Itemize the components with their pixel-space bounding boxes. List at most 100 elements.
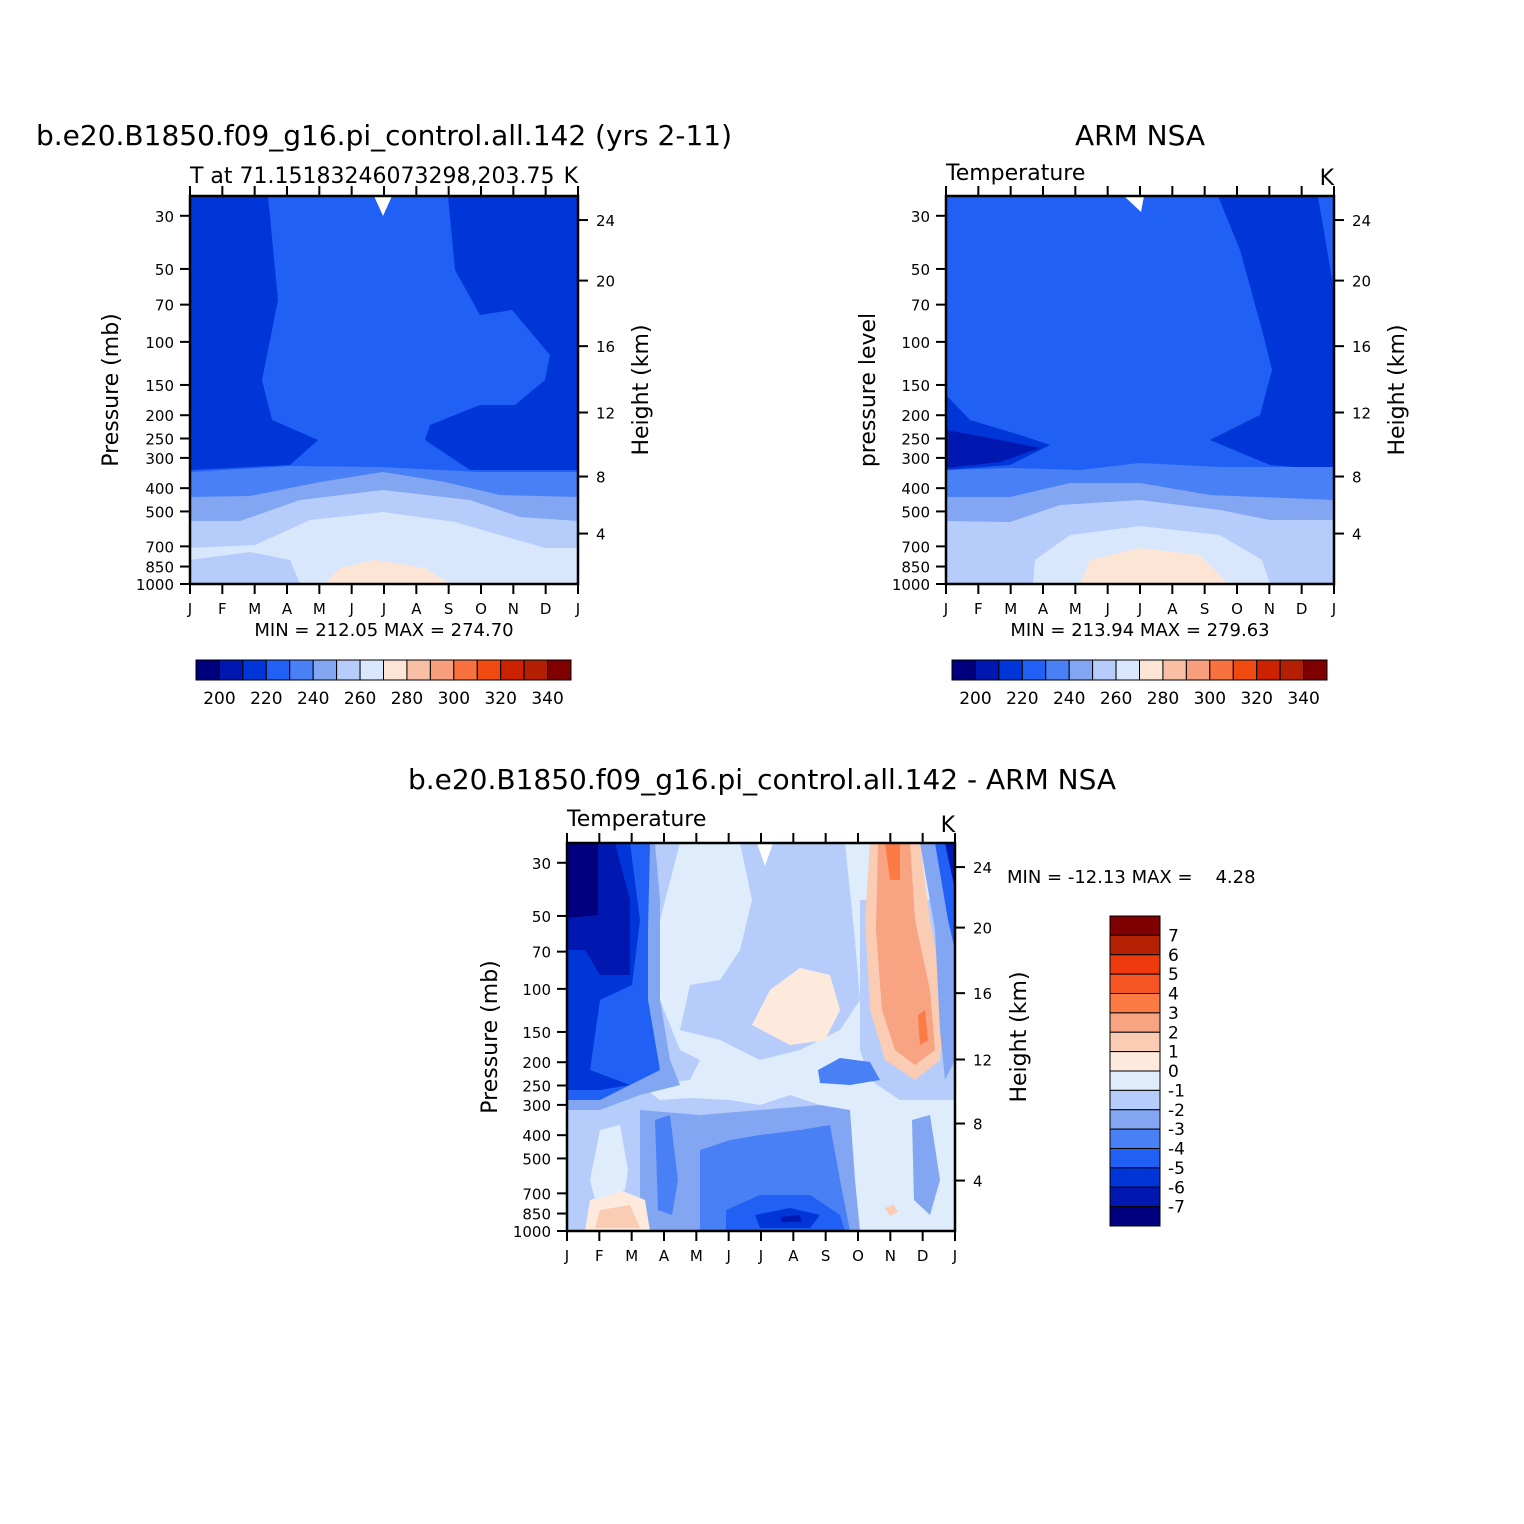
y2-tick-label: 24: [973, 859, 992, 877]
panel-model-ylabel: Pressure (mb): [99, 313, 124, 467]
obs-band-280: [1080, 548, 1228, 584]
y-tick-label: 500: [145, 503, 174, 521]
x-tick-label: A: [659, 1247, 670, 1265]
x-tick-label: S: [1200, 600, 1210, 618]
x-tick-label: J: [348, 600, 353, 618]
contour-band-dark-left: [190, 196, 318, 470]
x-tick-label: J: [952, 1247, 957, 1265]
x-tick-label: J: [564, 1247, 569, 1265]
colorbar-label: -7: [1168, 1198, 1185, 1218]
x-tick-label: J: [943, 600, 948, 618]
x-tick-label: J: [187, 600, 192, 618]
y-tick-label: 100: [145, 334, 174, 352]
y2-tick-label: 20: [596, 273, 615, 291]
colorbar-swatch: [476, 659, 502, 681]
colorbar-label: 200: [203, 689, 235, 709]
y-tick-label: 850: [145, 559, 174, 577]
colorbar-label: 320: [484, 689, 516, 709]
y-tick-label: 100: [522, 981, 551, 999]
y-tick-label: 50: [532, 908, 551, 926]
diff-band-stripe-apr: [655, 1115, 678, 1215]
colorbar-label: 220: [250, 689, 282, 709]
x-tick-label: M: [625, 1247, 638, 1265]
y2-tick-label: 20: [1352, 273, 1371, 291]
x-tick-label: N: [508, 600, 519, 618]
colorbar-swatch: [1092, 659, 1117, 681]
panel-diff-plot: [565, 841, 957, 1233]
colorbar-label: -3: [1168, 1120, 1185, 1140]
panel-model: b.e20.B1850.f09_g16.pi_control.all.142 (…: [36, 119, 732, 709]
y2-tick-label: 24: [1352, 212, 1371, 230]
colorbar-swatch: [1256, 659, 1281, 681]
y-tick-label: 400: [522, 1127, 551, 1145]
y2-tick-label: 20: [973, 920, 992, 938]
colorbar-label: 320: [1240, 689, 1272, 709]
x-tick-label: A: [1167, 600, 1178, 618]
panel-diff-y2label: Height (km): [1007, 971, 1032, 1102]
y2-tick-label: 12: [973, 1052, 992, 1070]
colorbar-label: -1: [1168, 1081, 1185, 1101]
y2-tick-label: 16: [596, 338, 615, 356]
panel-diff-right-axis: 24 20 16 12 8 4: [955, 859, 992, 1191]
y2-tick-label: 8: [1352, 469, 1362, 487]
y-tick-label: 300: [522, 1097, 551, 1115]
colorbar-swatch: [195, 659, 220, 681]
panel-obs-ylabel: pressure level: [856, 313, 881, 467]
colorbar-label: 280: [391, 689, 423, 709]
colorbar-swatch: [1109, 1089, 1161, 1111]
obs-band-dark-right: [1210, 196, 1334, 470]
y-tick-label: 250: [901, 431, 930, 449]
x-tick-label: F: [595, 1247, 604, 1265]
colorbar-label: 260: [344, 689, 376, 709]
colorbar-label: 1: [1168, 1043, 1179, 1063]
colorbar-label: 0: [1168, 1062, 1179, 1082]
colorbar-label: 260: [1100, 689, 1132, 709]
y-tick-label: 50: [155, 261, 174, 279]
colorbar-label: 340: [531, 689, 563, 709]
y-tick-label: 70: [155, 297, 174, 315]
diff-band-warm-plume-2: [876, 843, 935, 1065]
x-tick-label: J: [725, 1247, 730, 1265]
colorbar-swatch: [1303, 659, 1328, 681]
diff-band-cold-right-3: [945, 843, 955, 890]
colorbar-swatch: [406, 659, 431, 681]
panel-model-y2label: Height (km): [629, 324, 654, 455]
colorbar-swatch: [429, 659, 455, 681]
colorbar-label: 7: [1168, 926, 1179, 946]
colorbar-swatch: [1109, 973, 1161, 994]
diff-band-warm-mid: [752, 968, 840, 1045]
y-tick-label: 500: [901, 503, 930, 521]
colorbar-swatch: [242, 659, 267, 681]
colorbar-swatch: [547, 659, 572, 681]
x-tick-label: A: [1038, 600, 1049, 618]
x-tick-label: N: [885, 1247, 896, 1265]
y-tick-label: 200: [901, 407, 930, 425]
colorbar-label: 340: [1287, 689, 1319, 709]
x-tick-label: M: [1069, 600, 1082, 618]
colorbar-swatch: [1109, 1109, 1161, 1130]
y2-tick-label: 4: [1352, 526, 1362, 544]
y-tick-label: 70: [911, 297, 930, 315]
x-tick-label: O: [852, 1247, 864, 1265]
x-tick-label: J: [575, 600, 580, 618]
y-tick-label: 300: [145, 450, 174, 468]
colorbar-swatch: [998, 659, 1023, 681]
colorbar-label: 5: [1168, 965, 1179, 985]
y2-tick-label: 16: [1352, 338, 1371, 356]
x-tick-label: F: [974, 600, 983, 618]
colorbar-label: 240: [297, 689, 329, 709]
colorbar-swatch: [1109, 954, 1161, 975]
y-tick-label: 30: [532, 855, 551, 873]
y-tick-label: 150: [901, 377, 930, 395]
colorbar-swatch: [383, 659, 408, 681]
colorbar-label: 2: [1168, 1023, 1179, 1043]
colorbar-label: 240: [1053, 689, 1085, 709]
colorbar-swatch: [312, 659, 338, 681]
diff-band-cold-right-2: [935, 843, 955, 950]
y2-tick-label: 4: [973, 1173, 983, 1191]
panel-obs-subtitle-left: Temperature: [945, 161, 1085, 186]
